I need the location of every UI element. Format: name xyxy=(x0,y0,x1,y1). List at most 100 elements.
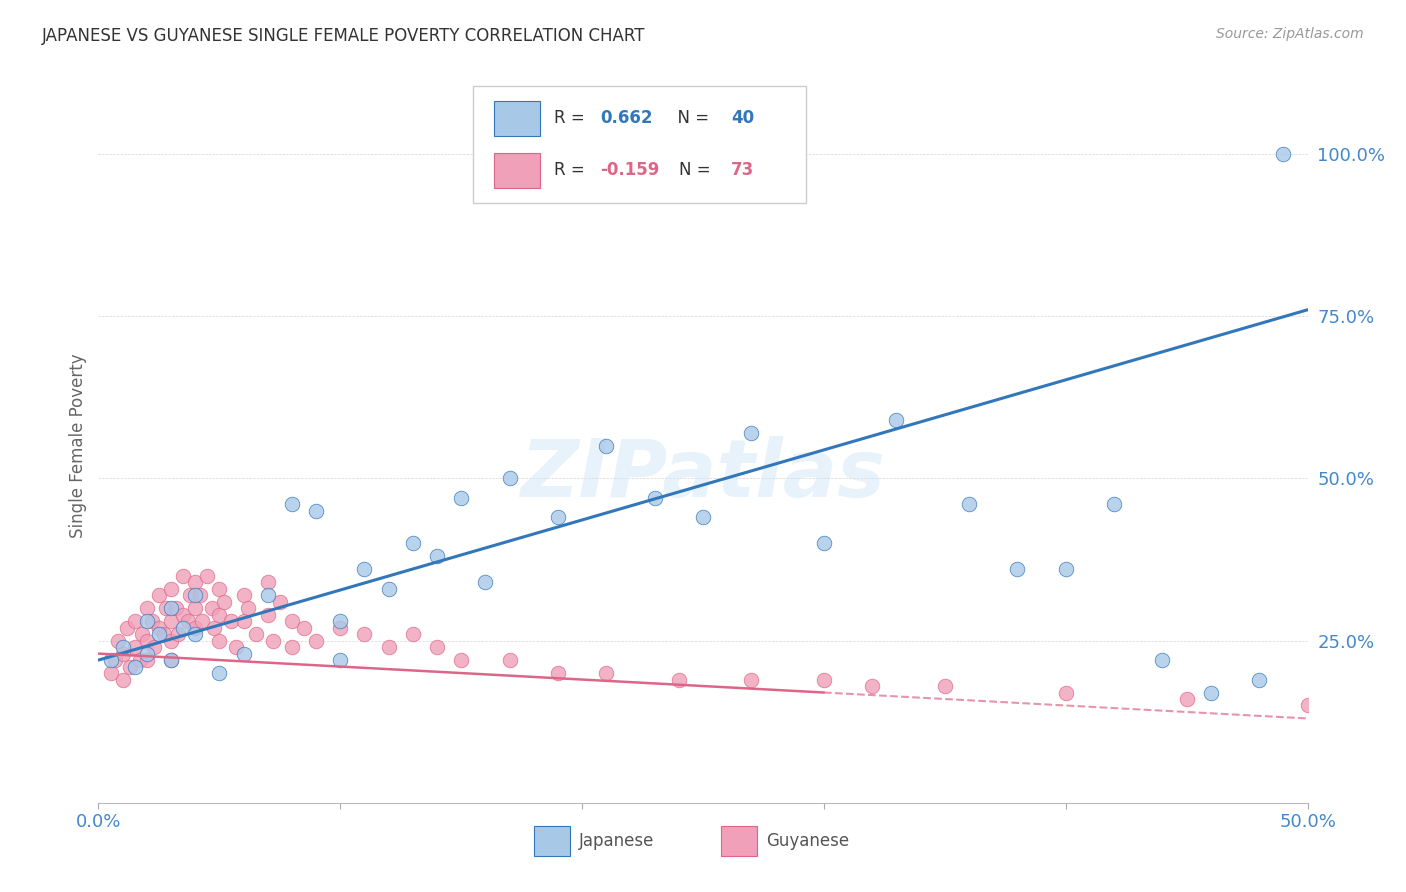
Point xyxy=(498,653,520,667)
Point xyxy=(256,575,278,590)
Point xyxy=(547,510,569,524)
Point xyxy=(426,549,449,564)
Point xyxy=(1175,692,1198,706)
Point xyxy=(860,679,883,693)
Point xyxy=(595,439,617,453)
Point xyxy=(135,647,157,661)
Point xyxy=(353,562,375,576)
Point xyxy=(160,601,183,615)
Point xyxy=(201,601,224,615)
Point xyxy=(547,666,569,681)
Point xyxy=(135,653,157,667)
Point xyxy=(256,588,278,602)
Point xyxy=(644,491,666,505)
Point xyxy=(165,601,187,615)
Point xyxy=(184,621,207,635)
Text: 0.662: 0.662 xyxy=(600,109,652,127)
Point xyxy=(281,497,304,511)
Point xyxy=(195,568,218,582)
Point xyxy=(1249,673,1271,687)
Point xyxy=(232,588,254,602)
Point xyxy=(329,614,352,628)
Point xyxy=(1102,497,1125,511)
Text: 40: 40 xyxy=(731,109,754,127)
FancyBboxPatch shape xyxy=(474,86,806,203)
Point xyxy=(160,614,183,628)
Point xyxy=(474,575,496,590)
Point xyxy=(402,536,425,550)
Point xyxy=(124,659,146,673)
Point xyxy=(117,621,139,635)
Point xyxy=(155,601,177,615)
Point xyxy=(668,673,690,687)
Point xyxy=(292,621,315,635)
Text: R =: R = xyxy=(554,161,591,178)
Point xyxy=(232,647,254,661)
Point xyxy=(111,673,134,687)
Point xyxy=(426,640,449,654)
Point xyxy=(305,504,328,518)
Point xyxy=(450,491,472,505)
Point xyxy=(184,601,207,615)
Bar xyxy=(494,153,540,187)
Point xyxy=(143,640,166,654)
Bar xyxy=(721,826,758,856)
Point xyxy=(167,627,190,641)
Point xyxy=(160,582,183,596)
Point xyxy=(135,601,157,615)
Point xyxy=(107,633,129,648)
Point xyxy=(232,614,254,628)
Text: Source: ZipAtlas.com: Source: ZipAtlas.com xyxy=(1216,27,1364,41)
Point xyxy=(208,607,231,622)
Point xyxy=(124,640,146,654)
Point xyxy=(305,633,328,648)
Point xyxy=(221,614,243,628)
Point xyxy=(160,633,183,648)
Point xyxy=(172,607,194,622)
Point xyxy=(256,607,278,622)
Point xyxy=(160,653,183,667)
Point xyxy=(124,614,146,628)
Point xyxy=(1199,685,1222,699)
Point xyxy=(184,627,207,641)
Point xyxy=(269,595,291,609)
Point xyxy=(141,614,163,628)
Point xyxy=(208,666,231,681)
Point xyxy=(934,679,956,693)
Text: 73: 73 xyxy=(731,161,754,178)
Point xyxy=(281,614,304,628)
Point xyxy=(208,582,231,596)
Point xyxy=(135,614,157,628)
Point xyxy=(957,497,980,511)
Point xyxy=(131,627,153,641)
Point xyxy=(377,582,399,596)
Point xyxy=(179,588,201,602)
Point xyxy=(329,653,352,667)
Point xyxy=(813,673,835,687)
Point xyxy=(188,588,211,602)
Text: -0.159: -0.159 xyxy=(600,161,659,178)
Point xyxy=(128,653,150,667)
Point xyxy=(353,627,375,641)
Bar xyxy=(494,102,540,136)
Point xyxy=(329,621,352,635)
Point xyxy=(111,647,134,661)
Point xyxy=(135,633,157,648)
Point xyxy=(740,673,762,687)
Point xyxy=(172,568,194,582)
Point xyxy=(886,413,908,427)
Point xyxy=(402,627,425,641)
Point xyxy=(692,510,714,524)
Point xyxy=(595,666,617,681)
Text: ZIPatlas: ZIPatlas xyxy=(520,435,886,514)
Point xyxy=(1272,147,1295,161)
Point xyxy=(225,640,247,654)
Point xyxy=(152,627,174,641)
Point xyxy=(262,633,284,648)
Point xyxy=(238,601,260,615)
Point xyxy=(281,640,304,654)
Text: JAPANESE VS GUYANESE SINGLE FEMALE POVERTY CORRELATION CHART: JAPANESE VS GUYANESE SINGLE FEMALE POVER… xyxy=(42,27,645,45)
Point xyxy=(100,653,122,667)
Point xyxy=(104,653,127,667)
Point xyxy=(160,653,183,667)
